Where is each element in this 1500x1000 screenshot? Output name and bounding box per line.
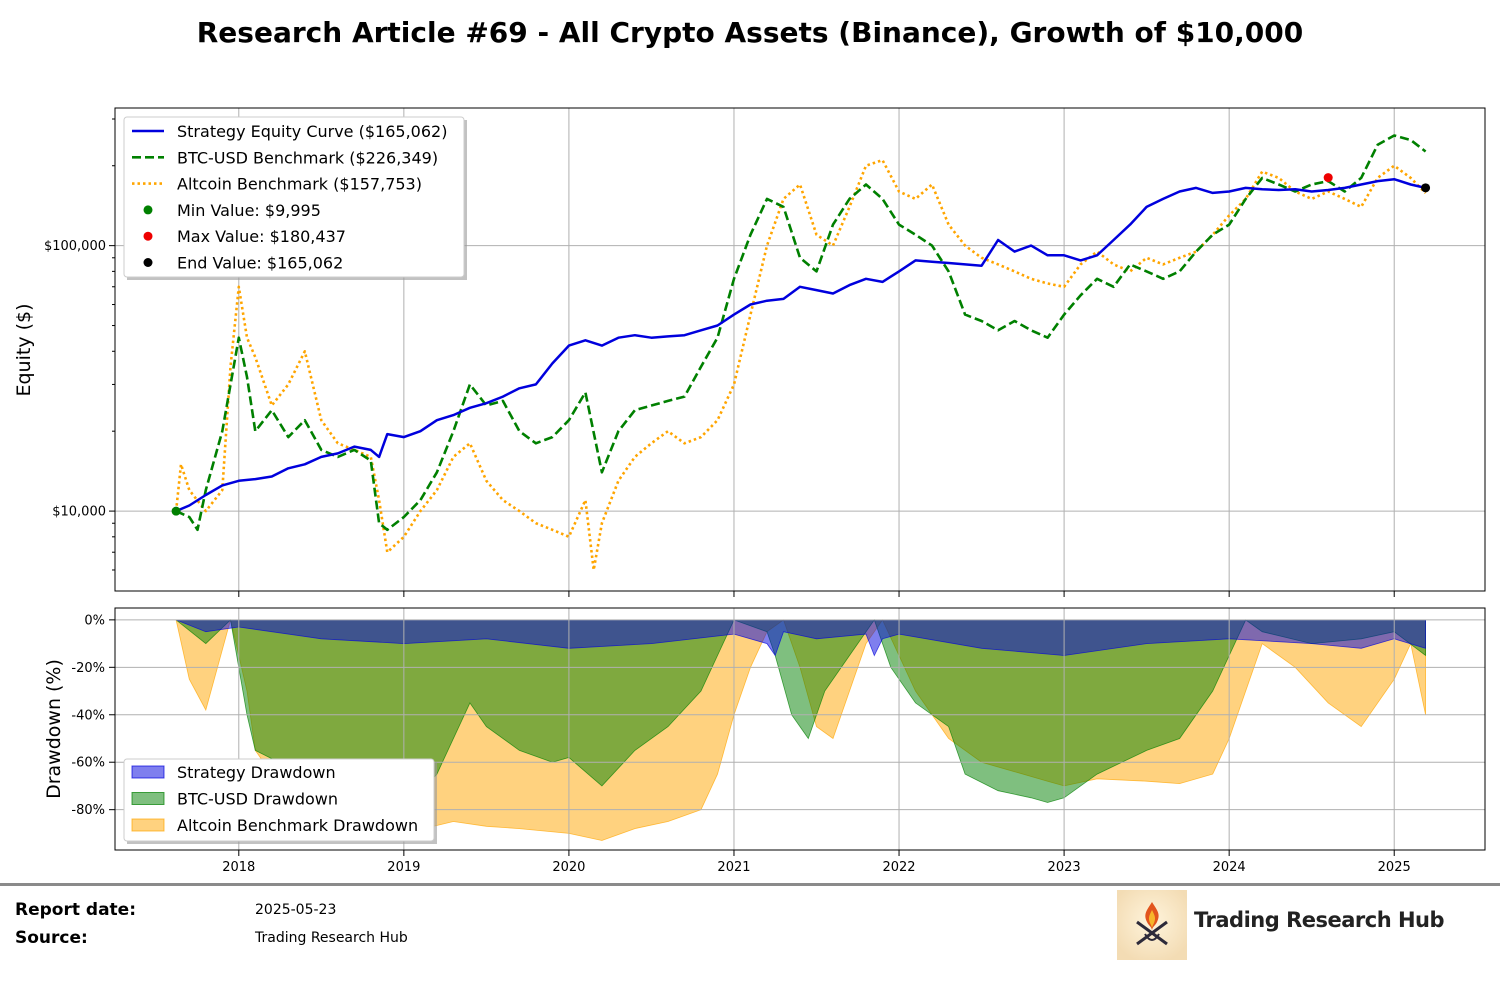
drawdown-plot-frame [114, 607, 1486, 851]
drawdown-legend-label-1: BTC-USD Drawdown [177, 790, 338, 809]
equity-legend-marker-label-1: Max Value: $180,437 [177, 227, 346, 246]
footer-divider [0, 883, 1500, 886]
source-label: Source: [15, 928, 88, 948]
equity-legend-box [123, 116, 465, 278]
equity-marker-1 [1323, 173, 1333, 183]
equity-series-line-0 [175, 177, 1426, 513]
brand-name: Trading Research Hub [1194, 908, 1445, 932]
equity-legend-marker-label-0: Min Value: $9,995 [177, 201, 321, 220]
drawdown-series [174, 619, 1426, 841]
equity-series [174, 134, 1427, 572]
drawdown-legend-label-0: Strategy Drawdown [177, 763, 336, 782]
drawdown-x-ticks: 2018 2019 2020 2021 2022 2023 2024 2025 [222, 850, 1411, 875]
x-tick-label: 2023 [1048, 860, 1081, 875]
equity-panel: $10,000 $100,000 Equity ($) Strategy Equi… [13, 107, 1486, 597]
x-tick-label: 2025 [1378, 860, 1411, 875]
drawdown-y-tick-label: 0% [84, 613, 105, 628]
equity-y-tick-label: $10,000 [52, 505, 106, 520]
equity-markers [171, 173, 1431, 516]
drawdown-legend: Strategy Drawdown BTC-USD Drawdown Altcoin… [123, 758, 437, 844]
equity-y-ticks: $10,000 $100,000 [44, 118, 115, 571]
equity-marker-0 [171, 506, 181, 516]
report-date-label: Report date: [15, 900, 136, 920]
drawdown-legend-label-2: Altcoin Benchmark Drawdown [177, 816, 418, 835]
x-tick-label: 2021 [717, 860, 750, 875]
drawdown-y-tick-label: -80% [71, 803, 105, 818]
drawdown-y-tick-label: -20% [71, 661, 105, 676]
drawdown-legend-swatch-0 [131, 765, 165, 779]
drawdown-y-axis-label: Drawdown (%) [43, 659, 65, 799]
drawdown-legend-swatch-2 [131, 818, 165, 832]
equity-legend-marker-0 [143, 205, 153, 215]
equity-y-axis-label: Equity ($) [13, 303, 35, 396]
equity-x-ticks [238, 591, 1395, 597]
equity-legend-marker-label-2: End Value: $165,062 [177, 254, 343, 273]
drawdown-panel: 0%-20%-40%-60%-80% 2018 2019 2020 2021 2022 2… [43, 607, 1486, 875]
x-tick-label: 2019 [387, 860, 420, 875]
equity-legend-marker-2 [143, 258, 153, 267]
drawdown-legend-box [123, 758, 435, 842]
report-date-value: 2025-05-23 [255, 902, 337, 918]
equity-legend-label-0: Strategy Equity Curve ($165,062) [177, 122, 447, 141]
equity-series-line-2 [174, 158, 1427, 572]
equity-series-line-1 [175, 134, 1427, 532]
equity-legend-label-2: Altcoin Benchmark ($157,753) [177, 175, 422, 194]
source-value: Trading Research Hub [255, 930, 408, 946]
equity-marker-2 [1421, 183, 1431, 193]
equity-y-tick-label: $100,000 [44, 239, 106, 254]
drawdown-legend-swatch-1 [131, 792, 165, 805]
x-tick-label: 2018 [222, 860, 255, 875]
x-tick-label: 2020 [552, 860, 585, 875]
drawdown-y-tick-label: -60% [71, 756, 105, 771]
chart-title: Research Article #69 - All Crypto Assets… [197, 16, 1303, 49]
x-tick-label: 2024 [1213, 860, 1246, 875]
drawdown-area-0 [175, 619, 1426, 657]
equity-legend: Strategy Equity Curve ($165,062) BTC-USD … [123, 116, 467, 280]
drawdown-y-tick-label: -40% [71, 708, 105, 723]
equity-legend-label-1: BTC-USD Benchmark ($226,349) [177, 148, 438, 167]
equity-legend-marker-1 [143, 231, 153, 241]
equity-plot-frame [114, 107, 1486, 592]
x-tick-label: 2022 [882, 860, 915, 875]
brand-logo-icon [1117, 890, 1187, 960]
drawdown-y-ticks: 0% -20% -40% -60% -80% [71, 613, 115, 818]
